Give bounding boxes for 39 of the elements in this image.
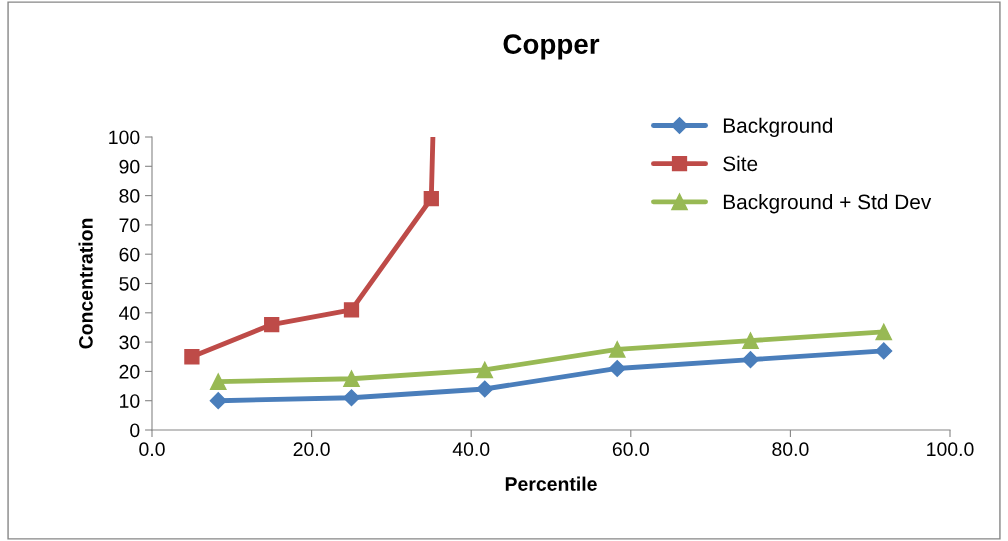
point <box>741 351 760 369</box>
point <box>875 342 893 360</box>
legend-label: Background <box>723 117 833 138</box>
point <box>476 380 494 398</box>
x-tick-label: 60.0 <box>612 442 649 457</box>
x-axis-title: Percentile <box>505 476 597 491</box>
y-tick-label: 20 <box>119 364 140 379</box>
y-tick-label: 40 <box>119 306 140 321</box>
y-tick-label: 50 <box>119 276 140 291</box>
x-tick-label: 40.0 <box>452 442 490 457</box>
point <box>423 190 439 207</box>
y-tick-label: 10 <box>120 394 140 408</box>
point <box>343 370 360 388</box>
x-tick-label: 0.0 <box>139 442 165 457</box>
point <box>209 373 227 390</box>
legend-label: Background + Std Dev <box>723 194 932 214</box>
y-tick-label: 30 <box>119 335 140 350</box>
y-axis-title: Concentration <box>78 218 93 349</box>
point <box>608 359 626 378</box>
x-tick-label: 100.0 <box>927 442 974 457</box>
y-tick-label: 90 <box>119 159 140 174</box>
point <box>742 332 759 349</box>
point <box>264 316 280 333</box>
point <box>608 341 626 358</box>
y-tick-label: 100 <box>109 130 140 145</box>
point <box>342 389 361 407</box>
legend-label: Site <box>723 155 758 172</box>
point <box>343 302 360 318</box>
y-tick-label: 60 <box>119 247 140 262</box>
y-tick-label: 70 <box>119 218 140 233</box>
point <box>476 361 494 379</box>
point <box>184 349 200 365</box>
point <box>875 323 893 341</box>
y-tick-label: 0 <box>130 423 140 438</box>
point <box>209 392 227 410</box>
x-tick-label: 80.0 <box>772 442 809 457</box>
chart-title: Copper <box>503 34 600 60</box>
y-tick-label: 80 <box>119 189 140 203</box>
x-tick-label: 20.0 <box>293 442 330 457</box>
